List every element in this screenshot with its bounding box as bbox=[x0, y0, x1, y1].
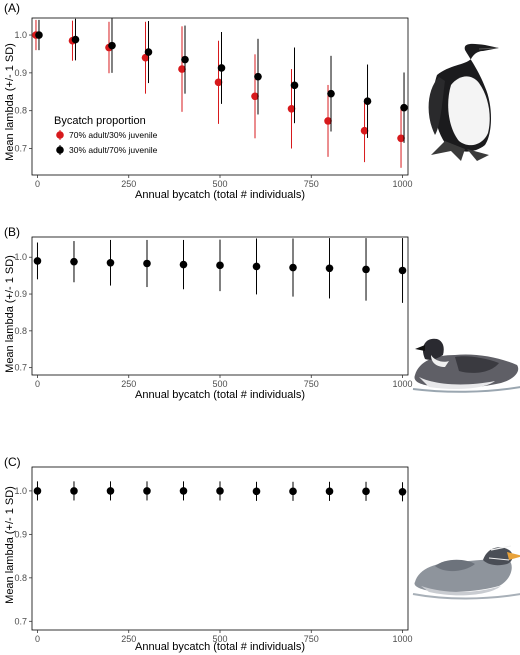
y-tick-label: 0.8 bbox=[14, 106, 27, 116]
data-point bbox=[141, 53, 150, 62]
x-tick-label: 1000 bbox=[393, 179, 413, 189]
x-tick-label: 500 bbox=[212, 179, 227, 189]
data-point bbox=[362, 487, 370, 496]
x-tick-label: 750 bbox=[304, 634, 319, 644]
x-tick-label: 0 bbox=[35, 179, 40, 189]
data-point bbox=[178, 65, 186, 73]
data-point bbox=[216, 487, 224, 495]
data-point bbox=[362, 265, 370, 274]
panel-c-xlabel: Annual bycatch (total # individuals) bbox=[135, 641, 305, 653]
data-point bbox=[216, 261, 224, 270]
x-tick-label: 1000 bbox=[393, 379, 413, 389]
y-tick-label: 0.7 bbox=[14, 616, 27, 626]
y-tick-label: 1.0 bbox=[14, 30, 27, 40]
x-tick-label: 0 bbox=[35, 634, 40, 644]
data-point bbox=[70, 487, 78, 495]
data-point bbox=[179, 260, 188, 269]
panel-b-label: (B) bbox=[4, 225, 20, 239]
legend-title: Bycatch proportion bbox=[54, 115, 146, 127]
y-tick-label: 0.7 bbox=[14, 363, 27, 373]
data-point bbox=[324, 117, 332, 125]
data-point bbox=[325, 264, 334, 273]
data-point bbox=[398, 487, 407, 496]
x-tick-label: 750 bbox=[304, 379, 319, 389]
legend-entry-black: 30% adult/70% juvenile bbox=[69, 145, 158, 155]
data-point bbox=[181, 55, 189, 64]
data-point bbox=[71, 35, 80, 44]
data-point bbox=[397, 134, 405, 143]
data-point bbox=[33, 257, 42, 265]
common-murre-adult-icon bbox=[428, 43, 499, 161]
data-point bbox=[106, 258, 115, 267]
panel-b: (B) Mean lambda (+/- 1 SD) 0.70.80.91.00… bbox=[4, 225, 520, 401]
x-tick-label: 250 bbox=[121, 379, 136, 389]
y-tick-label: 1.0 bbox=[14, 252, 27, 262]
x-tick-label: 250 bbox=[121, 634, 136, 644]
y-tick-label: 0.8 bbox=[14, 326, 27, 336]
y-tick-label: 0.9 bbox=[14, 529, 27, 539]
x-tick-label: 250 bbox=[121, 179, 136, 189]
data-point bbox=[363, 97, 372, 106]
data-point bbox=[398, 266, 407, 275]
rhinoceros-auklet-icon bbox=[412, 545, 520, 600]
data-point bbox=[33, 487, 42, 495]
data-point bbox=[35, 31, 43, 39]
panel-c: (C) Mean lambda (+/- 1 SD) 0.70.80.91.00… bbox=[4, 455, 520, 653]
data-point bbox=[290, 81, 299, 90]
data-point bbox=[217, 64, 226, 72]
y-tick-label: 1.0 bbox=[14, 486, 27, 496]
panel-b-plot: 0.7 0.8 0.9 1.0 0 250 500 750 1000 bbox=[14, 238, 413, 389]
data-point bbox=[252, 262, 261, 271]
y-tick-label: 0.9 bbox=[14, 68, 27, 78]
data-point bbox=[327, 89, 335, 98]
data-point bbox=[360, 126, 369, 135]
panel-a-xlabel: Annual bycatch (total # individuals) bbox=[135, 189, 305, 201]
data-point bbox=[252, 487, 261, 496]
x-tick-label: 1000 bbox=[393, 634, 413, 644]
panel-b-ylabel: Mean lambda (+/- 1 SD) bbox=[4, 255, 16, 373]
data-point bbox=[70, 257, 78, 266]
legend-entry-red: 70% adult/30% juvenile bbox=[69, 130, 158, 140]
data-point bbox=[400, 103, 408, 112]
y-tick-label: 0.7 bbox=[14, 144, 27, 154]
y-tick-label: 0.9 bbox=[14, 289, 27, 299]
data-point bbox=[144, 48, 153, 56]
panel-c-plot: 0.7 0.8 0.9 1.0 0 250 500 750 1000 bbox=[14, 481, 413, 644]
data-point bbox=[289, 487, 297, 496]
data-point bbox=[106, 487, 115, 495]
data-point bbox=[108, 41, 116, 50]
marbled-murrelet-icon bbox=[412, 338, 520, 393]
panel-a: (A) Mean lambda (+/- 1 SD) 0.70.80.91.00… bbox=[4, 1, 499, 201]
panel-a-legend: Bycatch proportion 70% adult/30% juvenil… bbox=[54, 115, 158, 155]
data-point bbox=[289, 263, 297, 272]
data-point bbox=[254, 72, 262, 81]
data-point bbox=[179, 487, 188, 495]
data-point bbox=[214, 78, 223, 87]
panel-b-xlabel: Annual bycatch (total # individuals) bbox=[135, 389, 305, 401]
panel-a-ylabel: Mean lambda (+/- 1 SD) bbox=[4, 43, 16, 161]
data-point bbox=[143, 259, 151, 268]
data-point bbox=[143, 487, 151, 495]
panel-c-ylabel: Mean lambda (+/- 1 SD) bbox=[4, 486, 16, 604]
panel-a-plot: 0.7 0.8 0.9 1.0 0 250 500 750 1000 bbox=[14, 18, 413, 189]
y-tick-label: 0.8 bbox=[14, 573, 27, 583]
panel-c-label: (C) bbox=[4, 455, 21, 469]
data-point bbox=[287, 104, 296, 113]
x-tick-label: 750 bbox=[304, 179, 319, 189]
x-tick-label: 500 bbox=[212, 379, 227, 389]
data-point bbox=[251, 92, 259, 101]
panel-a-label: (A) bbox=[4, 1, 20, 15]
x-tick-label: 0 bbox=[35, 379, 40, 389]
data-point bbox=[325, 487, 334, 496]
x-tick-label: 500 bbox=[212, 634, 227, 644]
